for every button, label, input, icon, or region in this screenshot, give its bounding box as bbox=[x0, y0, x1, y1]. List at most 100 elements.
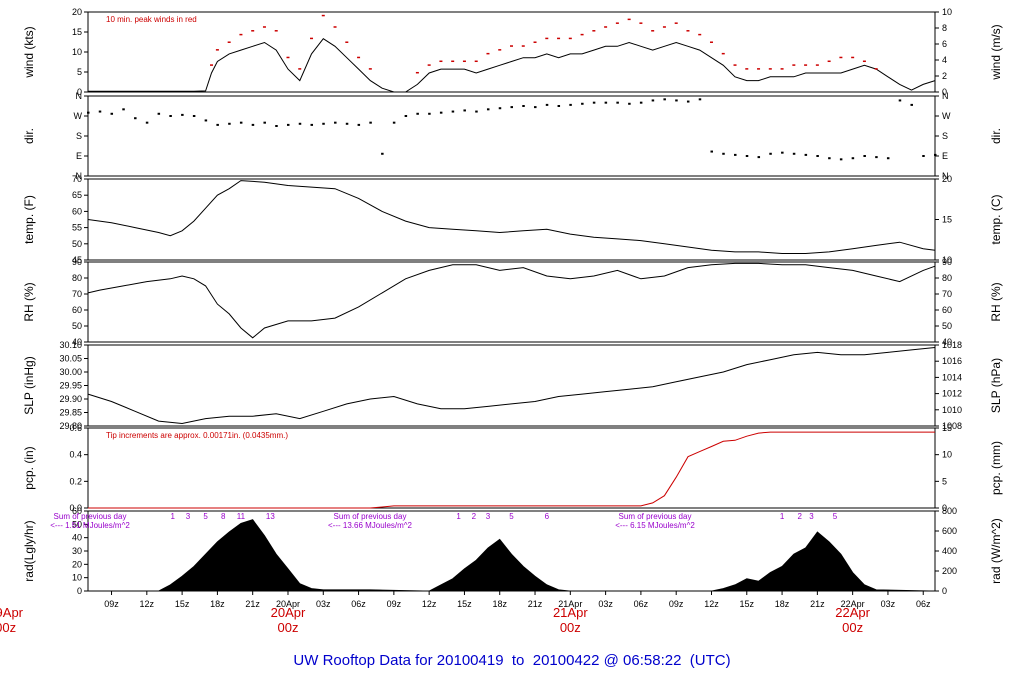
wind-direction-point bbox=[875, 156, 878, 159]
peak-wind-point bbox=[874, 68, 878, 70]
y2-tick-label: E bbox=[942, 151, 948, 161]
peak-wind-point bbox=[345, 41, 349, 43]
hour-marker: 11 bbox=[237, 512, 246, 521]
wind-direction-point bbox=[792, 152, 796, 155]
peak-wind-point bbox=[427, 64, 431, 66]
y-tick-label: 0.0 bbox=[69, 503, 82, 513]
x-tick-label: 12z bbox=[704, 599, 719, 609]
peak-wind-point bbox=[310, 37, 314, 40]
peak-wind-point bbox=[368, 68, 372, 70]
peak-wind-point bbox=[333, 26, 337, 28]
peak-wind-point bbox=[733, 64, 737, 66]
y2-tick-label: 70 bbox=[942, 289, 952, 299]
peak-wind-point bbox=[439, 60, 443, 63]
wind-direction-point bbox=[686, 100, 690, 103]
hour-marker: 1 bbox=[780, 512, 785, 521]
y2-tick-label: 5 bbox=[942, 476, 947, 486]
annotation-pcp: Tip increments are approx. 0.00171in. (0… bbox=[106, 431, 288, 440]
peak-wind-point bbox=[674, 22, 678, 24]
y2-tick-label: N bbox=[942, 171, 949, 181]
day-label: 21Apr bbox=[553, 605, 588, 620]
panel-frame-temp bbox=[87, 178, 936, 261]
y-tick-label: 15 bbox=[72, 27, 82, 37]
y-tick-label: 60 bbox=[72, 506, 82, 516]
peak-wind-point bbox=[498, 49, 502, 51]
wind-direction-point bbox=[298, 122, 302, 125]
y2-tick-label: 80 bbox=[942, 273, 952, 283]
y-axis-label-rad: rad(Lgly/hr) bbox=[22, 520, 36, 581]
wind-direction-point bbox=[863, 155, 866, 157]
wind-direction-point bbox=[628, 102, 631, 105]
peak-wind-point bbox=[474, 60, 478, 63]
hour-marker: 3 bbox=[486, 512, 491, 521]
y-tick-label: 70 bbox=[72, 289, 82, 299]
wind-direction-point bbox=[381, 152, 384, 155]
y-tick-label: 55 bbox=[72, 223, 82, 233]
wind-direction-point bbox=[828, 157, 831, 160]
y-tick-label: S bbox=[76, 131, 82, 141]
wind-direction-point bbox=[616, 101, 619, 104]
hour-marker: 3 bbox=[186, 512, 191, 521]
peak-wind-point bbox=[604, 26, 608, 28]
peak-wind-point bbox=[721, 52, 725, 55]
peak-wind-point bbox=[210, 64, 214, 66]
y2-tick-label: 15 bbox=[942, 423, 952, 433]
wind-direction-point bbox=[334, 121, 337, 124]
wind-direction-point bbox=[534, 106, 537, 109]
wind-direction-point bbox=[934, 153, 937, 156]
wind-direction-point bbox=[557, 105, 561, 107]
hour-marker: 8 bbox=[221, 512, 226, 521]
y2-tick-label: N bbox=[942, 91, 949, 101]
peak-wind-point bbox=[568, 37, 572, 40]
y-axis-label-dir: dir. bbox=[22, 128, 36, 144]
panel-frame-pcp bbox=[87, 427, 936, 509]
peak-wind-point bbox=[839, 56, 843, 59]
wind-direction-point bbox=[251, 123, 255, 126]
y-tick-label: 20 bbox=[72, 559, 82, 569]
y-tick-label: 29.80 bbox=[59, 421, 82, 431]
wind-direction-point bbox=[486, 108, 490, 111]
radiation-area bbox=[88, 519, 936, 592]
wind-direction-point bbox=[757, 156, 761, 159]
x-tick-label: 12z bbox=[140, 599, 155, 609]
wind-direction-point bbox=[745, 155, 749, 157]
wind-direction-point bbox=[710, 150, 713, 153]
hour-marker: 2 bbox=[472, 512, 477, 521]
y-tick-label: N bbox=[76, 171, 83, 181]
y2-tick-label: 1014 bbox=[942, 372, 962, 382]
x-tick-label: 06z bbox=[351, 599, 366, 609]
y-tick-label: 10 bbox=[72, 573, 82, 583]
y2-tick-label: 1008 bbox=[942, 421, 962, 431]
y-tick-label: 65 bbox=[72, 190, 82, 200]
y2-tick-label: 90 bbox=[942, 257, 952, 267]
hour-marker: 2 bbox=[797, 512, 802, 521]
y-tick-label: 50 bbox=[72, 321, 82, 331]
wind-direction-point bbox=[781, 151, 784, 154]
wind-direction-point bbox=[345, 122, 349, 125]
y-tick-label: 40 bbox=[72, 337, 82, 347]
wind-direction-point bbox=[357, 123, 361, 126]
x-tick-label: 21Apr bbox=[558, 599, 582, 609]
y-tick-label: 70 bbox=[72, 174, 82, 184]
wind-direction-point bbox=[239, 121, 243, 124]
wind-direction-point bbox=[145, 121, 149, 124]
x-tick-label: 15z bbox=[175, 599, 190, 609]
y-tick-label: W bbox=[74, 111, 83, 121]
y-tick-label: 0.2 bbox=[69, 476, 82, 486]
y-tick-label: 0 bbox=[77, 87, 82, 97]
y2-tick-label: 0 bbox=[942, 503, 947, 513]
peak-wind-point bbox=[615, 22, 619, 24]
y-tick-label: 40 bbox=[72, 533, 82, 543]
y-tick-label: 50 bbox=[72, 239, 82, 249]
y-tick-label: 10 bbox=[72, 47, 82, 57]
y2-axis-label-rh: RH (%) bbox=[989, 282, 1003, 321]
peak-wind-point bbox=[462, 60, 466, 63]
x-tick-label: 15z bbox=[740, 599, 755, 609]
y-tick-label: 30.05 bbox=[59, 354, 82, 364]
y2-tick-label: 10 bbox=[942, 255, 952, 265]
peak-wind-point bbox=[780, 68, 784, 70]
peak-wind-point bbox=[215, 49, 219, 51]
wind-direction-point bbox=[734, 153, 737, 156]
x-tick-label: 12z bbox=[422, 599, 437, 609]
